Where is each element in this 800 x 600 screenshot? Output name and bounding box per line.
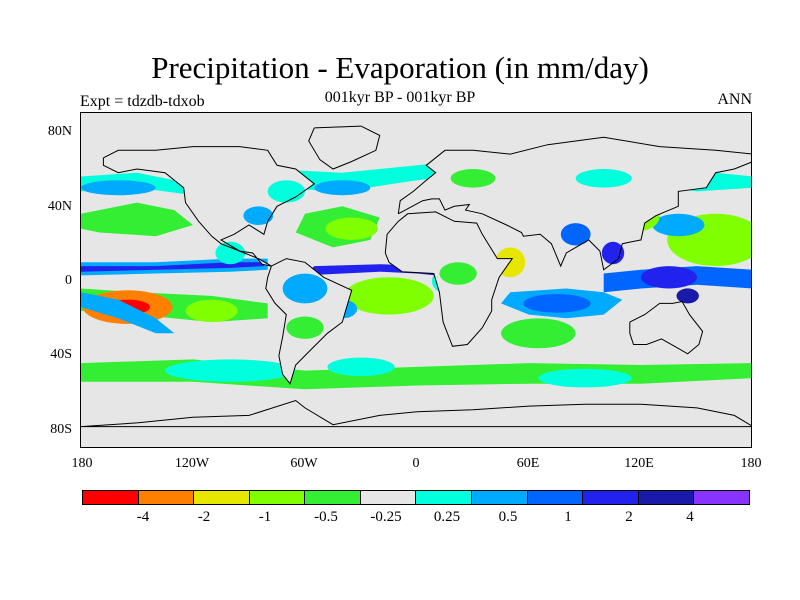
- colorbar-box: [638, 491, 695, 504]
- lon-label-180-west: 180: [71, 456, 93, 471]
- colorbar-label: 1: [564, 509, 572, 525]
- lon-label-60w: 60W: [290, 456, 318, 471]
- map-panel: [80, 112, 752, 448]
- colorbar-box: [694, 491, 749, 504]
- colorbar-label: -0.5: [314, 509, 338, 525]
- colorbar-label: -1: [258, 509, 272, 525]
- north-atlantic-dry-core: [325, 217, 378, 240]
- indochina-wet-patch: [601, 241, 625, 265]
- greenland-outline-fill: [308, 126, 380, 169]
- map-canvas: [81, 125, 751, 428]
- west-pacific-wet-core: [641, 266, 697, 289]
- canada-wet-patch: [267, 180, 305, 203]
- pampas-dry-patch: [286, 316, 324, 339]
- lon-label-120w: 120W: [174, 456, 210, 471]
- lon-label-120e: 120E: [624, 456, 654, 471]
- amazon-land-wet-patch: [282, 273, 328, 304]
- south-america-outline: [265, 258, 353, 385]
- africa-outline: [384, 211, 514, 347]
- lon-label-60e: 60E: [516, 456, 540, 471]
- bay-of-bengal-wet-patch: [560, 223, 591, 246]
- kuroshio-wet-patch: [652, 213, 705, 237]
- south-pacific-convergence-zone: [81, 292, 175, 334]
- lat-label-40n: 40N: [47, 199, 72, 214]
- experiment-label: Expt = tdzdb-tdxob: [80, 93, 205, 110]
- east-pacific-dry-patch: [185, 299, 238, 323]
- indian-ocean-wet-core: [523, 294, 591, 313]
- plot-title: Precipitation - Evaporation (in mm/day): [151, 50, 649, 85]
- australia-outline-fill: [629, 301, 703, 354]
- colorbar-label: 0.5: [498, 509, 518, 525]
- colorbar-box: [527, 491, 584, 504]
- lat-label-80s: 80S: [50, 422, 72, 437]
- south-atlantic-dry-zone: [344, 277, 434, 315]
- southern-ocean-wet-patch: [165, 359, 296, 382]
- north-america-outline: [102, 146, 316, 267]
- new-guinea-wet-patch: [676, 288, 699, 304]
- north-pacific-wet-core: [81, 180, 156, 196]
- lon-label-180-east: 180: [740, 456, 762, 471]
- colorbar-label: 4: [686, 509, 694, 525]
- colorbar-label: 2: [625, 509, 633, 525]
- colorbar-box: [194, 491, 250, 504]
- colorbar-box: [360, 491, 417, 504]
- plot-subtitle: 001kyr BP - 001kyr BP: [324, 89, 476, 106]
- south-indian-dry-zone: [501, 318, 576, 349]
- antarctica-outline-fill: [81, 400, 751, 427]
- lat-label-40s: 40S: [50, 347, 72, 362]
- southern-ocean-wet-patch: [538, 368, 632, 388]
- central-africa-dry-patch: [439, 262, 477, 285]
- antarctica-outline: [81, 399, 751, 428]
- eurasia-outline-fill: [398, 137, 751, 270]
- colorbar-box: [138, 491, 195, 504]
- lat-label-equator: 0: [65, 273, 72, 288]
- colorbar-label: -4: [136, 509, 150, 525]
- north-atlantic-wet-core: [314, 180, 371, 196]
- colorbar-box: [472, 491, 528, 504]
- colorbar-box: [249, 491, 306, 504]
- siberia-wet-patch: [575, 169, 632, 188]
- north-pacific-dry-band: [81, 202, 193, 237]
- greenland-outline: [308, 125, 381, 170]
- colorbar-box: [416, 491, 473, 504]
- colorbar-box: [583, 491, 639, 504]
- eurasia-outline: [397, 136, 751, 271]
- southern-ocean-wet-patch: [327, 357, 395, 377]
- colorbar-label: 0.25: [433, 509, 461, 525]
- colorbar-box: [83, 491, 139, 504]
- australia-outline: [629, 300, 704, 355]
- colorbar: [82, 490, 750, 505]
- colorbar-box: [305, 491, 361, 504]
- season-label: ANN: [717, 91, 752, 108]
- colorbar-label: -2: [197, 509, 211, 525]
- mexico-wet-patch: [215, 241, 246, 265]
- north-america-outline-fill: [103, 146, 315, 267]
- lat-label-80n: 80N: [47, 124, 72, 139]
- lon-label-0: 0: [412, 456, 420, 471]
- eastern-europe-dry-patch: [450, 169, 496, 188]
- pacific-itcz-core: [81, 262, 264, 272]
- colorbar-label: -0.25: [370, 509, 402, 525]
- us-southeast-wet-patch: [243, 206, 274, 225]
